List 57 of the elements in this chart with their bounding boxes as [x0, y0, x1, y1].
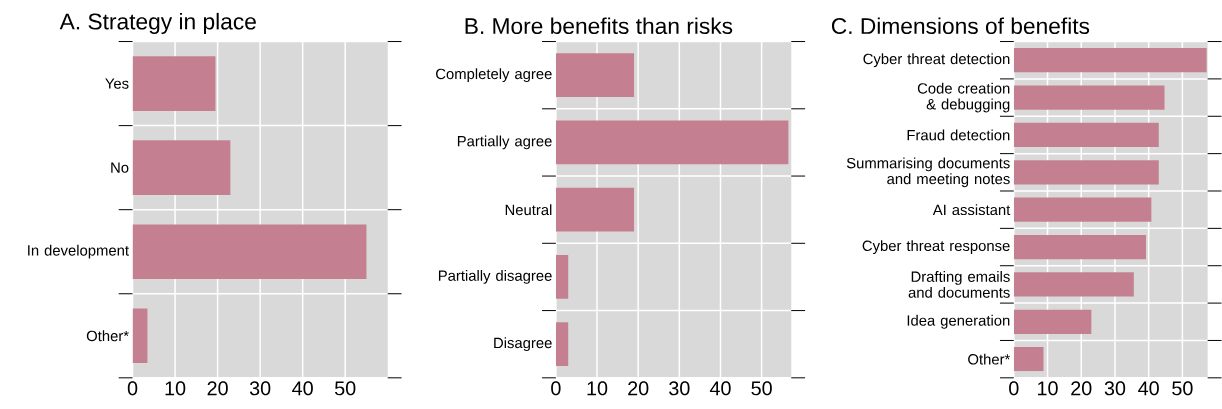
bar	[1013, 234, 1146, 259]
x-tick-label: 0	[551, 381, 561, 396]
bar	[555, 53, 635, 97]
x-tick-label: 0	[1009, 381, 1019, 396]
y-tick-label: Partially disagree	[438, 269, 552, 284]
bar	[132, 308, 148, 363]
x-tick-label: 50	[1172, 381, 1193, 396]
y-tick-label: Partially agree	[457, 135, 552, 150]
x-tick-label: 20	[1071, 381, 1092, 396]
chart-title: B. More benefits than risks	[465, 17, 733, 34]
y-tick-label: Other*	[968, 353, 1011, 365]
bar	[1013, 272, 1134, 297]
y-tick-label: Other*	[86, 330, 129, 341]
x-tick-label: 20	[628, 381, 649, 396]
x-tick-label: 20	[207, 381, 228, 396]
bar	[132, 140, 231, 195]
bar	[555, 120, 789, 165]
chart-title: A. Strategy in place	[59, 12, 256, 34]
x-tick-label: 0	[127, 381, 138, 396]
bar	[1013, 159, 1159, 185]
chart-title: C. Dimensions of benefits	[831, 17, 1090, 34]
y-tick-label: No	[111, 162, 129, 173]
x-tick-label: 10	[165, 381, 186, 396]
bar	[1013, 122, 1159, 147]
y-tick-label: Drafting emails and documents	[908, 270, 1010, 298]
y-tick-label: Code creation & debugging	[917, 82, 1010, 113]
bar	[1013, 346, 1044, 372]
x-tick-label: 30	[669, 381, 690, 396]
bar	[132, 224, 367, 279]
y-tick-label: Cyber threat response	[862, 239, 1010, 254]
x-tick-label: 40	[1138, 381, 1159, 396]
y-tick-label: Summarising documents and meeting notes	[846, 157, 1010, 187]
x-tick-label: 40	[292, 381, 313, 396]
x-tick-label: 10	[587, 381, 608, 396]
y-tick-label: Neutral	[505, 204, 552, 215]
y-tick-label: In development	[28, 244, 129, 259]
y-tick-label: Completely agree	[436, 68, 552, 82]
y-tick-label: Cyber threat detection	[863, 53, 1010, 67]
x-tick-label: 50	[751, 381, 772, 396]
x-tick-label: 30	[1104, 381, 1126, 396]
bar	[1013, 47, 1207, 73]
x-tick-label: 30	[249, 381, 271, 396]
bar	[1013, 85, 1165, 110]
bar	[555, 187, 635, 232]
x-tick-label: 10	[1038, 381, 1058, 396]
y-tick-label: AI assistant	[932, 204, 1011, 215]
bar	[555, 322, 569, 366]
x-tick-label: 40	[709, 381, 731, 396]
y-tick-label: Disagree	[494, 337, 552, 351]
bar	[1013, 309, 1092, 334]
bar	[132, 56, 216, 111]
x-tick-label: 50	[334, 381, 356, 396]
y-tick-label: Idea generation	[907, 314, 1010, 329]
y-tick-label: Fraud detection	[907, 129, 1010, 141]
bar	[1013, 197, 1152, 222]
bar	[555, 254, 569, 299]
y-tick-label: Yes	[105, 78, 129, 89]
